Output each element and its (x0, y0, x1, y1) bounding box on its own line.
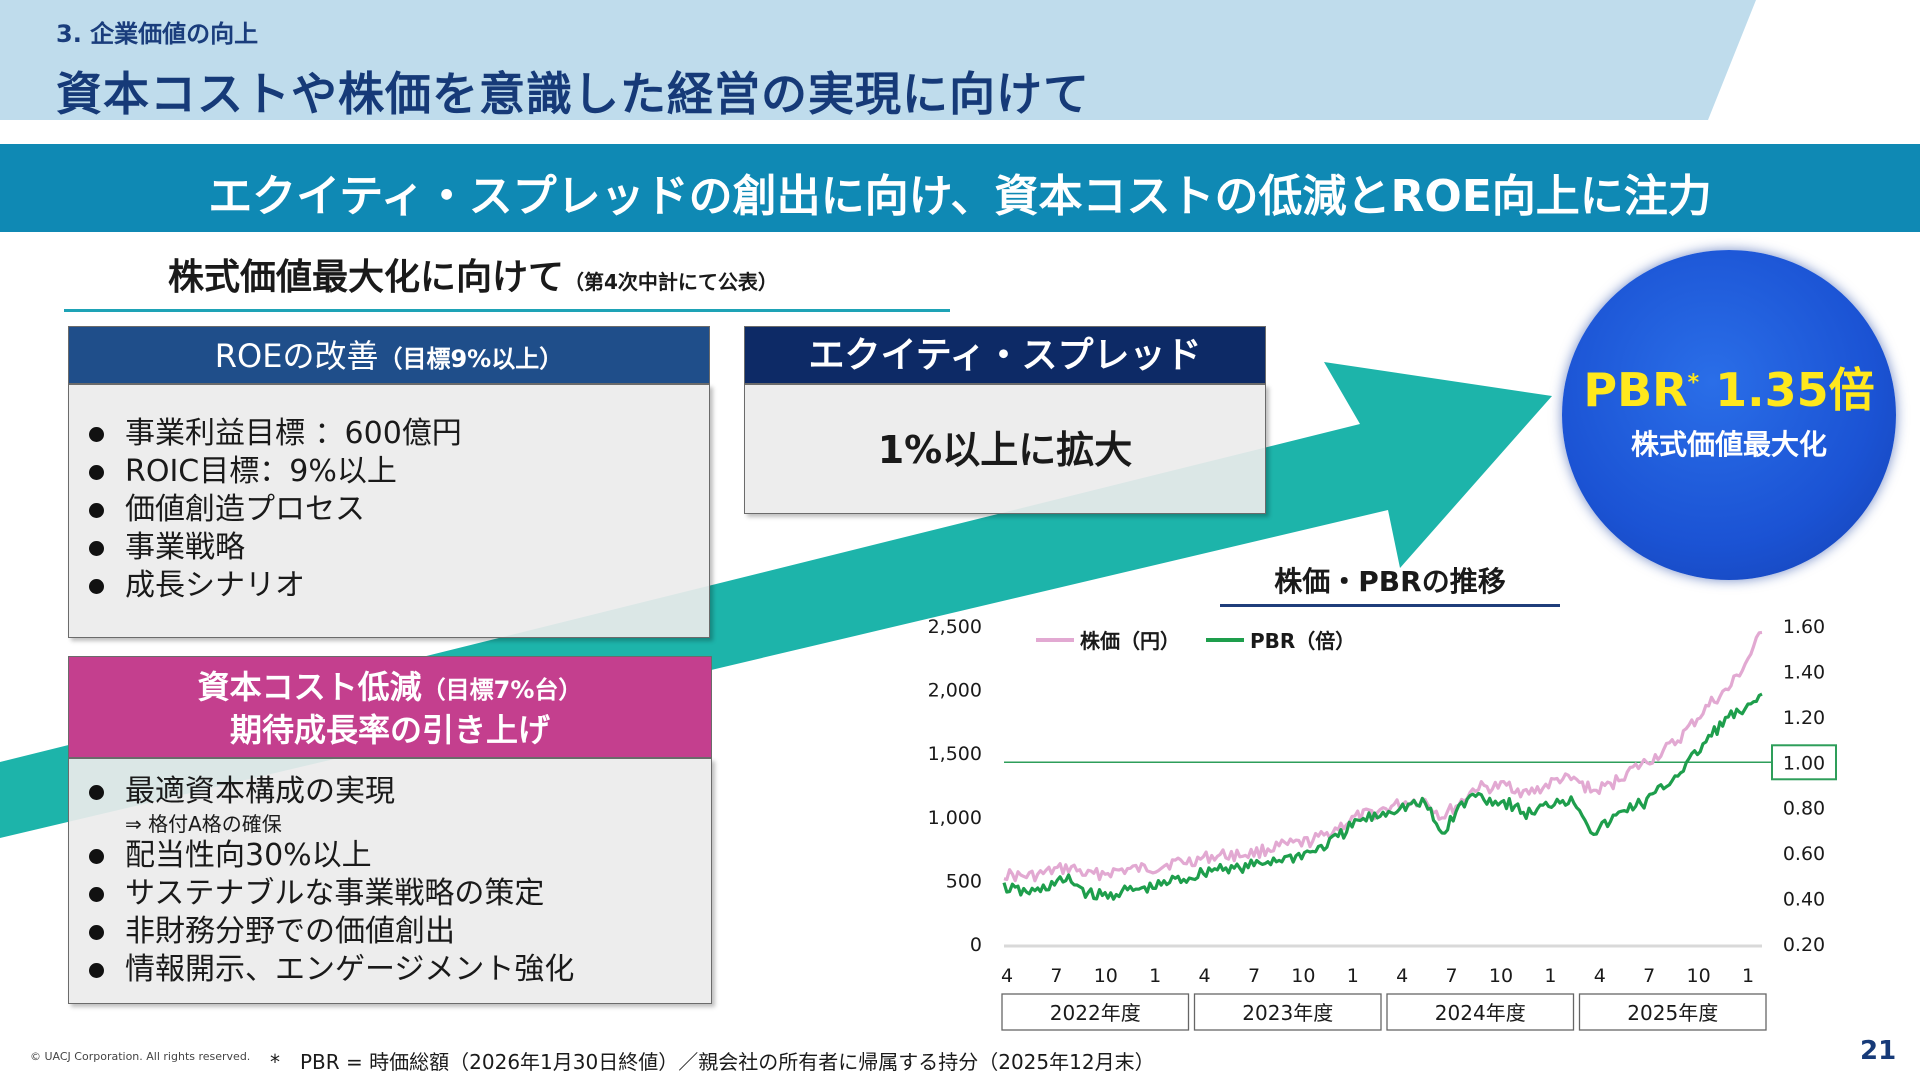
list-item: 非財務分野での価値創出 (69, 913, 711, 951)
y-right-tick-label: 1.00 (1783, 752, 1825, 774)
x-month-tick-label: 4 (1594, 965, 1606, 987)
list-item: 事業利益目標 ：600億円 (69, 415, 709, 453)
cost-box-body: 最適資本構成の実現 ⇒ 格付A格の確保 配当性向30%以上 サステナブルな事業戦… (68, 758, 712, 1004)
list-item: 情報開示、エンゲージメント強化 (69, 951, 711, 989)
fiscal-year-box (1193, 993, 1382, 1031)
chart-title-underline (1220, 604, 1560, 607)
y-right-tick-label: 0.60 (1783, 843, 1825, 865)
y-left-tick-label: 500 (946, 870, 982, 892)
fiscal-year-box (1578, 993, 1767, 1031)
list-item: 成長シナリオ (69, 567, 709, 605)
y-right-tick-label: 0.40 (1783, 889, 1825, 911)
y-right-tick-label: 0.80 (1783, 798, 1825, 820)
x-month-tick-label: 4 (1396, 965, 1408, 987)
pbr-target-value: PBR* 1.35倍 (1583, 363, 1875, 417)
section-label: 3. 企業価値の向上 (56, 20, 259, 48)
x-month-tick-label: 7 (1446, 965, 1458, 987)
list-item: 最適資本構成の実現 (69, 773, 711, 811)
series-line-stock-price (1003, 630, 1763, 883)
x-month-tick-label: 4 (1001, 965, 1013, 987)
cost-box-header: 資本コスト低減（目標7%台） 期待成長率の引き上げ (68, 656, 712, 758)
x-month-tick-label: 1 (1742, 965, 1754, 987)
x-month-tick-label: 10 (1687, 965, 1711, 987)
y-left-tick-label: 0 (970, 934, 982, 956)
x-month-tick-label: 1 (1347, 965, 1359, 987)
y-left-tick-label: 1,000 (928, 807, 982, 829)
fiscal-year-box (1001, 993, 1190, 1031)
legend-label: 株価（円） (1080, 629, 1180, 653)
series-line-pbr (1002, 692, 1763, 901)
pbr-target-label: 株式価値最大化 (1630, 428, 1827, 461)
y-right-tick-label: 0.20 (1783, 934, 1825, 956)
roe-box-title-note: （目標9%以上） (378, 345, 564, 373)
x-month-tick-label: 7 (1248, 965, 1260, 987)
y-left-tick-label: 2,000 (928, 680, 982, 702)
x-month-tick-label: 10 (1094, 965, 1118, 987)
cost-box-title-line1: 資本コスト低減（目標7%台） (197, 668, 583, 706)
list-item: ROIC目標：9%以上 (69, 453, 709, 491)
copyright: © UACJ Corporation. All rights reserved. (30, 1050, 251, 1063)
x-month-tick-label: 1 (1149, 965, 1161, 987)
sub-heading-note: （第4次中計にて公表） (564, 270, 778, 294)
spread-box-header: エクイティ・スプレッド (744, 326, 1266, 384)
list-item: 事業戦略 (69, 529, 709, 567)
x-month-tick-label: 4 (1199, 965, 1211, 987)
x-month-tick-label: 1 (1544, 965, 1556, 987)
sub-heading-underline (64, 309, 950, 312)
list-item: 配当性向30%以上 (69, 837, 711, 875)
fiscal-year-label: 2025年度 (1627, 1001, 1718, 1025)
y-right-tick-label: 1.20 (1783, 707, 1825, 729)
list-item: サステナブルな事業戦略の策定 (69, 875, 711, 913)
fiscal-year-label: 2023年度 (1242, 1001, 1333, 1025)
y-left-tick-label: 1,500 (928, 743, 982, 765)
roe-box-body: 事業利益目標 ：600億円 ROIC目標：9%以上 価値創造プロセス 事業戦略 … (68, 384, 710, 638)
banner (0, 144, 1920, 232)
reference-value-box (1771, 744, 1837, 781)
list-item-note: ⇒ 格付A格の確保 (125, 812, 282, 836)
roe-box-header: ROEの改善（目標9%以上） (68, 326, 710, 384)
x-month-tick-label: 10 (1489, 965, 1513, 987)
chart-title: 株価・PBRの推移 (1274, 565, 1506, 598)
pbr-target-circle (1562, 250, 1896, 580)
banner-text: エクイティ・スプレッドの創出に向け、資本コストの低減とROE向上に注力 (208, 171, 1712, 222)
list-item: 価値創造プロセス (69, 491, 709, 529)
header-band (0, 0, 1756, 120)
fiscal-year-label: 2024年度 (1435, 1001, 1526, 1025)
y-right-tick-label: 1.40 (1783, 661, 1825, 683)
x-month-tick-label: 10 (1291, 965, 1315, 987)
cost-box-title-line2: 期待成長率の引き上げ (229, 711, 550, 749)
footnote: * PBR = 時価総額（2026年1月30日終値）／親会社の所有者に帰属する持… (270, 1050, 1155, 1074)
page-number: 21 (1860, 1036, 1897, 1066)
sub-heading-main: 株式価値最大化に向けて (168, 257, 565, 298)
x-month-tick-label: 7 (1050, 965, 1062, 987)
sub-heading: 株式価値最大化に向けて（第4次中計にて公表） (168, 248, 778, 300)
roe-box-title: ROEの改善 (214, 337, 379, 375)
y-right-tick-label: 1.60 (1783, 616, 1825, 638)
y-left-tick-label: 2,500 (928, 616, 982, 638)
legend-label: PBR（倍） (1250, 629, 1355, 653)
spread-box-body: 1%以上に拡大 (744, 384, 1266, 514)
x-month-tick-label: 7 (1643, 965, 1655, 987)
fiscal-year-label: 2022年度 (1050, 1001, 1141, 1025)
fiscal-year-box (1386, 993, 1575, 1031)
page-title: 資本コストや株価を意識した経営の実現に向けて (56, 67, 1090, 121)
